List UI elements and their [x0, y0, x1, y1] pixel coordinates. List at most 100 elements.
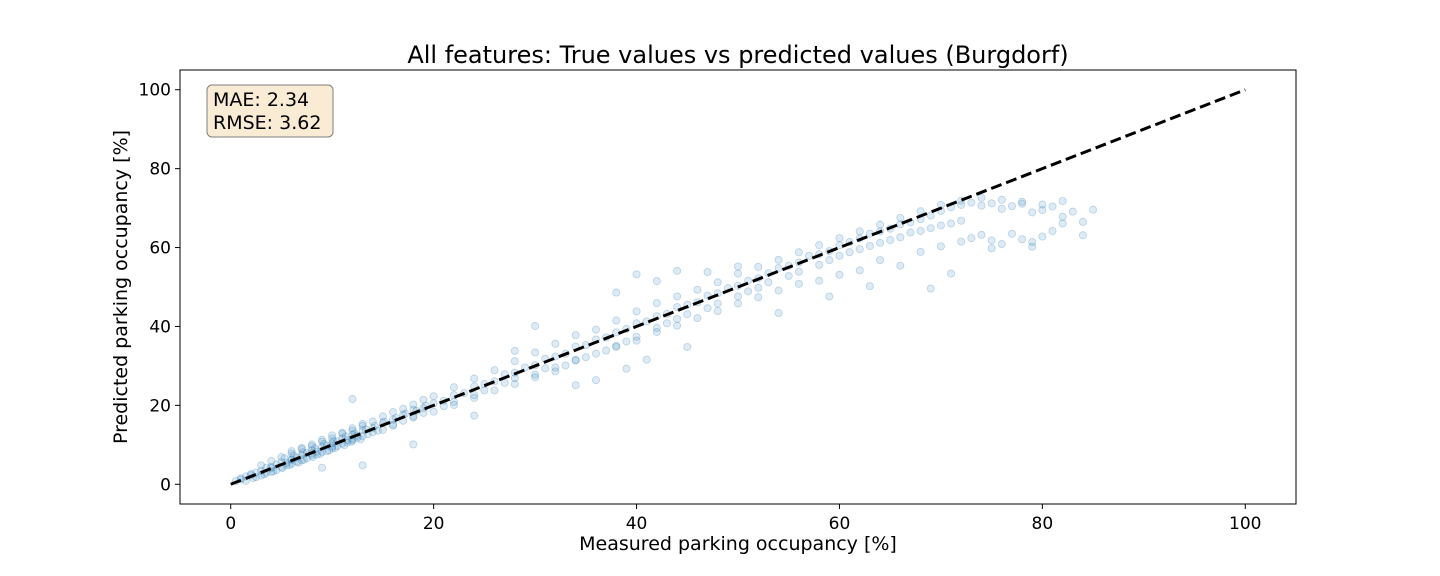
data-point [591, 349, 600, 358]
data-point [409, 440, 418, 449]
data-point [947, 219, 956, 228]
data-point [571, 356, 580, 365]
data-point [734, 262, 743, 271]
data-point [997, 239, 1006, 248]
data-point [389, 408, 398, 417]
y-tick-label: 40 [149, 317, 171, 337]
data-point [277, 453, 286, 462]
x-tick-label: 80 [1032, 514, 1054, 534]
data-point [835, 270, 844, 279]
data-point [267, 456, 276, 465]
y-tick-label: 0 [160, 475, 171, 495]
rmse-label: RMSE: 3.62 [213, 112, 321, 134]
data-point [764, 278, 773, 287]
data-point [673, 321, 682, 330]
data-point [612, 288, 621, 297]
data-point [348, 395, 357, 404]
data-point [480, 386, 489, 395]
data-point [967, 234, 976, 243]
data-point [815, 260, 824, 269]
data-point [815, 241, 824, 250]
data-point [561, 361, 570, 370]
y-axis-label: Predicted parking occupancy [%] [110, 130, 132, 444]
data-point [297, 443, 306, 452]
data-point [541, 364, 550, 373]
x-tick-label: 20 [423, 514, 445, 534]
data-point [470, 391, 479, 400]
data-point [876, 256, 885, 265]
y-tick-label: 60 [149, 239, 171, 259]
data-point [602, 346, 611, 355]
data-point [693, 314, 702, 323]
data-point [977, 201, 986, 210]
metrics-box: MAE: 2.34 RMSE: 3.62 [206, 84, 334, 138]
data-point [1018, 199, 1027, 208]
data-point [876, 238, 885, 247]
data-point [328, 434, 337, 443]
data-point [835, 234, 844, 243]
x-tick-label: 0 [225, 514, 236, 534]
data-point [1038, 200, 1047, 209]
data-point [734, 292, 743, 301]
data-point [510, 357, 519, 366]
reference-line [230, 88, 1246, 486]
data-point [358, 461, 367, 470]
data-point [1078, 217, 1087, 226]
data-point [318, 437, 327, 446]
data-point [571, 381, 580, 390]
data-point [328, 431, 337, 440]
data-point [470, 411, 479, 420]
data-point [987, 236, 996, 245]
data-point [571, 355, 580, 364]
data-point [977, 230, 986, 239]
data-point [449, 383, 458, 392]
data-point [662, 319, 671, 328]
data-point [307, 440, 316, 449]
data-point [703, 304, 712, 313]
data-point [419, 395, 428, 404]
data-point [378, 412, 387, 421]
data-point [632, 336, 641, 345]
data-point [784, 271, 793, 280]
data-point [896, 213, 905, 222]
data-point [347, 437, 356, 446]
mae-label: MAE: 2.34 [213, 89, 309, 111]
data-point [399, 404, 408, 413]
data-point [947, 269, 956, 278]
y-tick-label: 100 [139, 81, 171, 101]
data-point [449, 400, 458, 409]
data-point [734, 299, 743, 308]
data-point [632, 270, 641, 279]
data-point [340, 441, 349, 450]
data-point [318, 435, 327, 444]
data-point [490, 386, 499, 395]
data-point [673, 266, 682, 275]
data-point [673, 292, 682, 301]
data-point [551, 363, 560, 372]
y-tick-label: 20 [149, 396, 171, 416]
data-point [1007, 202, 1016, 211]
data-point [257, 461, 266, 470]
data-point [987, 199, 996, 208]
data-point [622, 364, 631, 373]
data-point [531, 373, 540, 382]
data-point [409, 400, 418, 409]
data-point [612, 342, 621, 351]
data-point [916, 247, 925, 256]
data-point [368, 417, 377, 426]
data-point [297, 445, 306, 454]
data-point [713, 278, 722, 287]
data-point [348, 426, 357, 435]
data-point [642, 355, 651, 364]
data-point [1038, 232, 1047, 241]
data-point [845, 248, 854, 257]
y-tick-label: 80 [149, 160, 171, 180]
data-point [622, 337, 631, 346]
data-point [744, 287, 753, 296]
data-point [331, 443, 340, 452]
data-point [794, 248, 803, 257]
data-point [632, 307, 641, 316]
data-point [287, 449, 296, 458]
data-point [358, 419, 367, 428]
